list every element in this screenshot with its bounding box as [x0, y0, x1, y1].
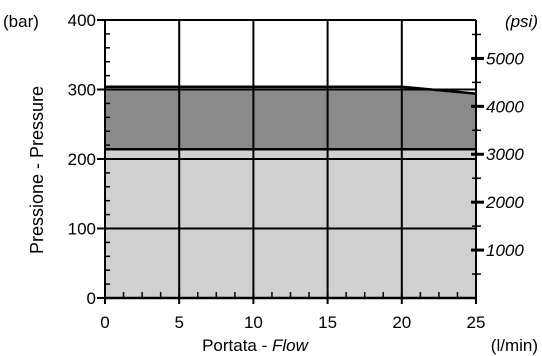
y2-unit-right: (psi)	[505, 12, 538, 31]
x-unit: (l/min)	[491, 336, 538, 355]
y-tick-label-400: 400	[68, 11, 96, 30]
y2-tick-label-1000: 1000	[486, 241, 524, 260]
x-tick-label-25: 25	[467, 313, 486, 332]
y2-tick-label-4000: 4000	[486, 97, 524, 116]
x-tick-label-10: 10	[244, 313, 263, 332]
y2-tick-label-2000: 2000	[485, 193, 524, 212]
x-axis-label-en: Flow	[272, 336, 310, 355]
y2-tick-label-5000: 5000	[486, 49, 524, 68]
series-area-1	[105, 149, 476, 298]
y2-tick-label-3000: 3000	[486, 145, 524, 164]
x-tick-label-0: 0	[100, 313, 109, 332]
y-tick-label-300: 300	[68, 81, 96, 100]
x-axis-label: Portata - Flow	[202, 336, 310, 355]
x-tick-label-15: 15	[318, 313, 337, 332]
series-line-0	[105, 85, 477, 95]
y-tick-label-0: 0	[87, 289, 96, 308]
y-tick-label-200: 200	[68, 150, 96, 169]
y-axis-label: Pressione - Pressure	[27, 86, 47, 254]
y-unit-left: (bar)	[3, 12, 39, 31]
x-axis-label-main: Portata -	[202, 336, 272, 355]
y-tick-label-100: 100	[68, 220, 96, 239]
x-tick-label-5: 5	[174, 313, 183, 332]
x-tick-label-20: 20	[392, 313, 411, 332]
